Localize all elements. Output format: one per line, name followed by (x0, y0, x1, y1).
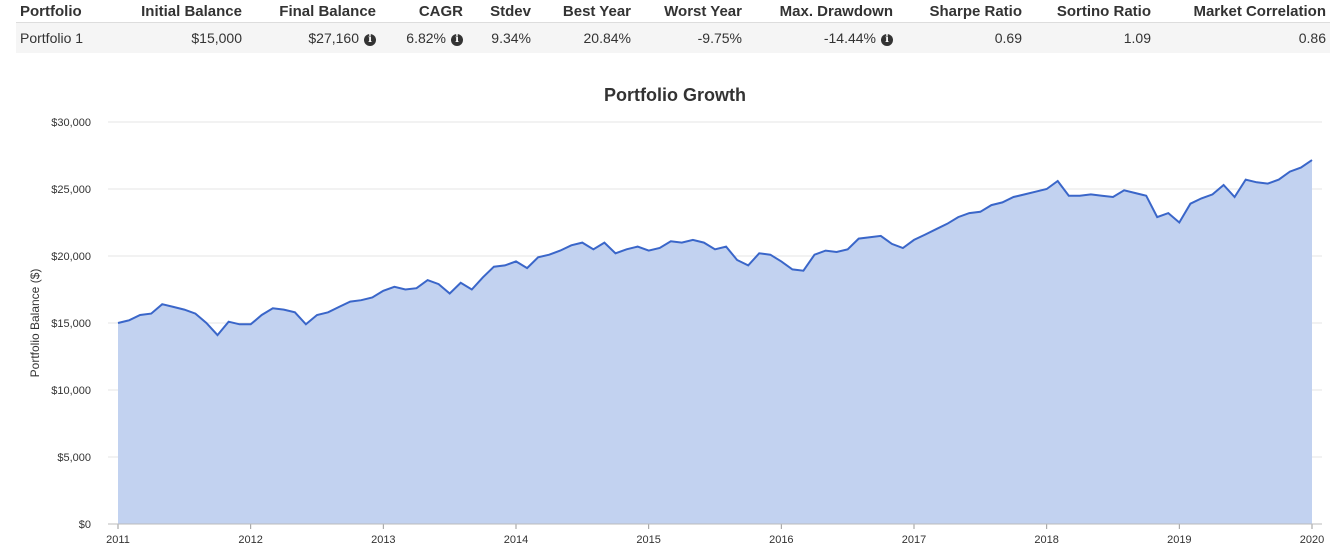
y-tick-label: $5,000 (57, 452, 91, 464)
col-final-balance[interactable]: Final Balance (279, 2, 376, 20)
x-tick-label: 2015 (636, 534, 660, 545)
col-sortino-ratio[interactable]: Sortino Ratio (1056, 2, 1151, 20)
col-cagr[interactable]: CAGR (418, 2, 463, 20)
cell-sharpe-ratio: 0.69 (897, 22, 1026, 53)
col-market-correlation[interactable]: Market Correlation (1193, 2, 1326, 20)
cell-worst-year: -9.75% (635, 22, 746, 53)
x-tick-label: 2016 (769, 534, 793, 545)
cell-cagr: 6.82% i (380, 22, 467, 53)
x-tick-label: 2014 (504, 534, 528, 545)
x-tick-label: 2013 (371, 534, 395, 545)
x-tick-label: 2020 (1300, 534, 1324, 545)
x-tick-label: 2018 (1034, 534, 1058, 545)
y-tick-label: $15,000 (51, 318, 91, 330)
col-stdev[interactable]: Stdev (490, 2, 531, 20)
info-circle-icon[interactable]: i (364, 34, 376, 46)
chart-title: Portfolio Growth (604, 85, 746, 105)
col-best-year[interactable]: Best Year (562, 2, 631, 20)
final-balance-value: $27,160 (308, 30, 359, 46)
balance-area (118, 160, 1312, 524)
cell-stdev: 9.34% (467, 22, 535, 53)
x-tick-label: 2019 (1167, 534, 1191, 545)
col-sharpe-ratio[interactable]: Sharpe Ratio (929, 2, 1022, 20)
x-tick-label: 2017 (902, 534, 926, 545)
y-tick-label: $25,000 (51, 184, 91, 196)
col-worst-year[interactable]: Worst Year (664, 2, 742, 20)
cell-best-year: 20.84% (535, 22, 635, 53)
cell-max-drawdown: -14.44% i (746, 22, 897, 53)
table-header-row: Portfolio Initial Balance Final Balance … (16, 0, 1330, 23)
cell-final-balance: $27,160 i (246, 22, 380, 53)
cell-market-correlation: 0.86 (1155, 22, 1330, 53)
balance-line[interactable] (117, 159, 1313, 337)
info-circle-icon[interactable]: i (451, 34, 463, 46)
y-axis-label: Portfolio Balance ($) (28, 269, 42, 378)
x-tick-label: 2011 (106, 534, 130, 545)
summary-table: Portfolio Initial Balance Final Balance … (16, 0, 1330, 53)
x-tick-label: 2012 (238, 534, 262, 545)
y-tick-label: $0 (79, 519, 91, 531)
x-axis: 2011 2012 2013 2014 2015 2016 2017 2018 2019 2020 (106, 524, 1324, 545)
max-drawdown-value: -14.44% (823, 30, 876, 46)
col-portfolio[interactable]: Portfolio (20, 2, 82, 20)
col-max-drawdown[interactable]: Max. Drawdown (779, 2, 893, 20)
cell-portfolio: Portfolio 1 (16, 22, 116, 53)
cell-initial-balance: $15,000 (116, 22, 246, 53)
table-row: Portfolio 1 $15,000 $27,160 i 6.82% i 9.34… (16, 22, 1330, 53)
info-circle-icon[interactable]: i (881, 34, 893, 46)
y-tick-label: $30,000 (51, 117, 91, 129)
y-tick-label: $20,000 (51, 251, 91, 263)
y-axis: $0 $5,000 $10,000 $15,000 $20,000 $25,000 $30,… (51, 117, 91, 531)
cagr-value: 6.82% (406, 30, 446, 46)
y-tick-label: $10,000 (51, 385, 91, 397)
cell-sortino-ratio: 1.09 (1026, 22, 1155, 53)
col-initial-balance[interactable]: Initial Balance (141, 2, 242, 20)
